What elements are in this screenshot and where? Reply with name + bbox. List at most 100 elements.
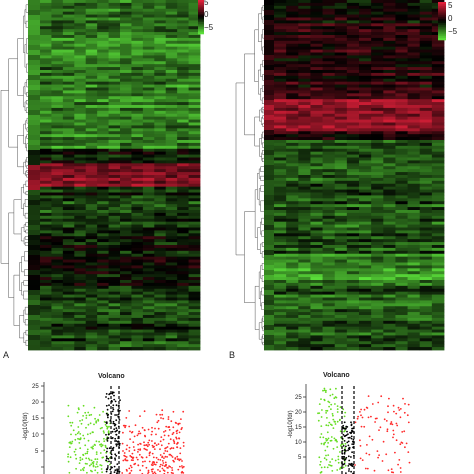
heatmap-cell: [108, 245, 121, 249]
heatmap-cell: [40, 180, 52, 185]
volcano-point: [330, 403, 333, 406]
colorbar-b-tick-low: −5: [448, 27, 458, 36]
heatmap-cell: [322, 148, 336, 153]
heatmap-cell: [346, 61, 360, 65]
heatmap-cell: [108, 70, 121, 74]
heatmap-cell: [177, 172, 189, 176]
heatmap-cell: [74, 11, 87, 15]
heatmap-cell: [383, 32, 396, 36]
volcano-point: [105, 468, 108, 471]
colorbar-step: [198, 27, 204, 30]
heatmap-cell: [419, 198, 433, 202]
volcano-point: [399, 408, 402, 410]
heatmap-cell: [395, 151, 408, 155]
heatmap-cell: [108, 271, 121, 275]
side-bar-cell: [28, 240, 40, 246]
heatmap-cell: [383, 67, 396, 71]
heatmap-cell: [322, 201, 336, 205]
heatmap-cell: [154, 140, 167, 144]
heatmap-cell: [310, 96, 323, 100]
heatmap-cell: [85, 242, 98, 246]
heatmap-cell: [120, 102, 132, 106]
heatmap-cell: [85, 315, 98, 319]
heatmap-cell: [395, 306, 408, 310]
heatmap-cell: [85, 84, 98, 88]
volcano-point: [109, 463, 111, 466]
heatmap-cell: [310, 242, 323, 246]
heatmap-cell: [131, 29, 144, 33]
volcano-point: [165, 463, 168, 466]
heatmap-cell: [322, 75, 336, 80]
heatmap-cell: [395, 102, 408, 106]
heatmap-cell: [286, 332, 299, 336]
heatmap-cell: [177, 157, 189, 161]
heatmap-cell: [286, 291, 299, 295]
volcano-point: [153, 471, 156, 474]
side-bar-cell: [28, 95, 40, 101]
heatmap-cell: [359, 183, 372, 188]
heatmap-cell: [334, 285, 348, 290]
heatmap-cell: [120, 35, 132, 39]
heatmap-cell: [334, 233, 348, 237]
heatmap-cell: [431, 192, 445, 196]
volcano-point: [178, 431, 181, 434]
heatmap-cell: [131, 262, 144, 266]
heatmap-cell: [74, 300, 87, 304]
heatmap-cell: [154, 169, 167, 173]
volcano-point: [141, 456, 144, 459]
heatmap-cell: [40, 166, 52, 170]
heatmap-cell: [298, 55, 311, 59]
heatmap-cell: [322, 145, 336, 150]
heatmap-cell: [310, 46, 323, 50]
heatmap-cell: [154, 137, 167, 141]
heatmap-cell: [383, 20, 396, 24]
heatmap-cell: [85, 338, 98, 342]
heatmap-cell: [51, 274, 64, 278]
heatmap-cell: [371, 341, 384, 345]
heatmap-cell: [346, 46, 360, 50]
heatmap-cell: [407, 84, 421, 88]
volcano-point: [159, 463, 162, 466]
heatmap-cell: [51, 268, 64, 272]
heatmap-cell: [108, 72, 121, 77]
heatmap-cell: [165, 0, 178, 4]
heatmap-cell: [74, 332, 87, 336]
side-bar-cell: [264, 240, 274, 246]
heatmap-cell: [85, 236, 98, 240]
colorbar-step: [438, 9, 446, 12]
heatmap-cell: [407, 338, 421, 342]
heatmap-cell: [165, 110, 178, 115]
heatmap-cell: [310, 297, 323, 301]
heatmap-cell: [359, 207, 372, 211]
heatmap-cell: [85, 93, 98, 97]
heatmap-cell: [51, 221, 64, 225]
heatmap-cell: [165, 142, 178, 147]
heatmap-cell: [383, 303, 396, 307]
heatmap-cell: [120, 11, 132, 15]
volcano-point: [124, 424, 127, 427]
heatmap-cell: [419, 2, 433, 7]
heatmap-cell: [154, 49, 167, 53]
heatmap-cell: [334, 87, 348, 91]
heatmap-cell: [395, 233, 408, 237]
heatmap-cell: [310, 67, 323, 71]
heatmap-cell: [97, 309, 109, 313]
heatmap-cell: [371, 96, 384, 100]
heatmap-cell: [188, 37, 201, 42]
heatmap-cell: [154, 177, 167, 182]
colorbar-step: [198, 20, 204, 23]
volcano-point: [334, 423, 337, 425]
volcano-point: [398, 409, 401, 411]
heatmap-cell: [108, 122, 121, 126]
heatmap-cell: [346, 67, 360, 71]
volcano-point: [101, 444, 104, 447]
heatmap-cell: [188, 105, 201, 109]
volcano-point: [99, 427, 102, 430]
heatmap-cell: [346, 105, 360, 109]
heatmap-cell: [419, 166, 433, 170]
heatmap-cell: [97, 8, 109, 13]
heatmap-cell: [407, 180, 421, 185]
heatmap-cell: [322, 341, 336, 345]
volcano-point: [161, 409, 164, 412]
heatmap-cell: [131, 58, 144, 62]
